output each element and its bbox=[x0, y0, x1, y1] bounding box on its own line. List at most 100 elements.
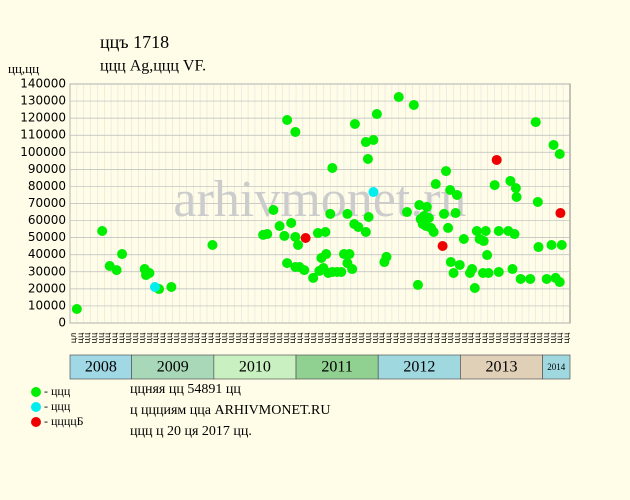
legend-label: - ццц bbox=[44, 384, 71, 398]
month-label: цц bbox=[192, 332, 201, 343]
point bbox=[290, 126, 301, 137]
point bbox=[336, 266, 347, 277]
month-label: цц bbox=[295, 332, 304, 343]
year-cell bbox=[377, 354, 461, 380]
month-label: цц bbox=[83, 332, 92, 343]
point bbox=[282, 115, 293, 126]
point bbox=[299, 265, 310, 276]
point bbox=[117, 249, 128, 260]
month-label: цц bbox=[110, 332, 119, 343]
point bbox=[450, 208, 461, 219]
point bbox=[381, 251, 392, 262]
point bbox=[320, 227, 331, 238]
point bbox=[368, 187, 379, 198]
y-tick-label: 70000 bbox=[28, 196, 66, 210]
point bbox=[471, 225, 482, 236]
month-label: цц bbox=[363, 332, 372, 343]
point bbox=[505, 175, 516, 186]
month-label: цц bbox=[439, 332, 448, 343]
month-label: цц bbox=[288, 332, 297, 343]
year-label: 2009 bbox=[157, 359, 189, 376]
point bbox=[445, 257, 456, 268]
point bbox=[430, 179, 441, 190]
point bbox=[493, 225, 504, 236]
month-label: цц bbox=[199, 332, 208, 343]
chart-title: ццъ 1718 bbox=[100, 32, 169, 52]
point bbox=[478, 236, 489, 247]
month-label: цц bbox=[494, 332, 503, 343]
month-label: цц bbox=[480, 332, 489, 343]
point bbox=[530, 117, 541, 128]
point bbox=[489, 180, 500, 191]
y-axis-label: цц,цц bbox=[8, 61, 39, 76]
month-label: цц bbox=[548, 332, 557, 343]
month-label: цц bbox=[76, 332, 85, 343]
point bbox=[423, 213, 434, 224]
point bbox=[469, 283, 480, 294]
year-label: 2013 bbox=[486, 359, 518, 376]
legend-marker bbox=[31, 387, 41, 397]
legend-marker bbox=[31, 417, 41, 427]
point bbox=[454, 259, 465, 270]
year-label: 2010 bbox=[239, 359, 271, 376]
point bbox=[353, 222, 364, 233]
month-label: цц bbox=[466, 332, 475, 343]
month-label: цц bbox=[350, 332, 359, 343]
note: ц ццциям цца ARHIVMONET.RU bbox=[130, 403, 330, 418]
month-label: цл bbox=[69, 333, 78, 344]
point bbox=[515, 273, 526, 284]
point bbox=[360, 227, 371, 238]
point bbox=[554, 277, 565, 288]
month-label: цц bbox=[398, 332, 407, 343]
point bbox=[327, 162, 338, 173]
year-label: 2011 bbox=[321, 359, 352, 376]
month-label: цц bbox=[206, 332, 215, 343]
point bbox=[467, 264, 478, 275]
month-label: цц bbox=[425, 332, 434, 343]
month-label: цц bbox=[384, 332, 393, 343]
point bbox=[279, 230, 290, 241]
month-label: цц bbox=[370, 332, 379, 343]
point bbox=[482, 250, 493, 261]
month-label: цц bbox=[247, 332, 256, 343]
year-label: 2012 bbox=[403, 359, 435, 376]
point bbox=[282, 258, 293, 269]
point bbox=[97, 225, 108, 236]
month-label: цц bbox=[103, 332, 112, 343]
month-label: цц bbox=[459, 332, 468, 343]
point bbox=[268, 204, 279, 215]
month-label: цц bbox=[309, 332, 318, 343]
month-label: цц bbox=[343, 332, 352, 343]
month-label: цц bbox=[213, 332, 222, 343]
point bbox=[71, 304, 82, 315]
point bbox=[448, 267, 459, 278]
point bbox=[483, 267, 494, 278]
y-tick-label: 0 bbox=[58, 316, 66, 330]
y-tick-label: 110000 bbox=[20, 128, 66, 142]
year-cell bbox=[131, 354, 215, 380]
y-tick-label: 80000 bbox=[28, 179, 66, 193]
month-label: цц bbox=[535, 332, 544, 343]
point bbox=[438, 208, 449, 219]
year-cell bbox=[69, 354, 132, 380]
point bbox=[149, 281, 160, 292]
point bbox=[321, 249, 332, 260]
month-label: цц bbox=[528, 332, 537, 343]
month-label: цц bbox=[411, 332, 420, 343]
month-label: цц bbox=[274, 332, 283, 343]
y-tick-label: 10000 bbox=[28, 298, 66, 312]
y-tick-label: 30000 bbox=[28, 264, 66, 278]
legend-label: - ццццБ bbox=[44, 414, 84, 428]
month-label: цц bbox=[179, 332, 188, 343]
point bbox=[451, 189, 462, 200]
point bbox=[532, 196, 543, 207]
month-label: цц bbox=[96, 332, 105, 343]
month-label: цц bbox=[377, 332, 386, 343]
month-label: цц bbox=[514, 332, 523, 343]
point bbox=[300, 232, 311, 243]
month-label: цц bbox=[254, 332, 263, 343]
point bbox=[144, 267, 155, 278]
month-label: цц bbox=[172, 332, 181, 343]
point bbox=[458, 234, 469, 245]
